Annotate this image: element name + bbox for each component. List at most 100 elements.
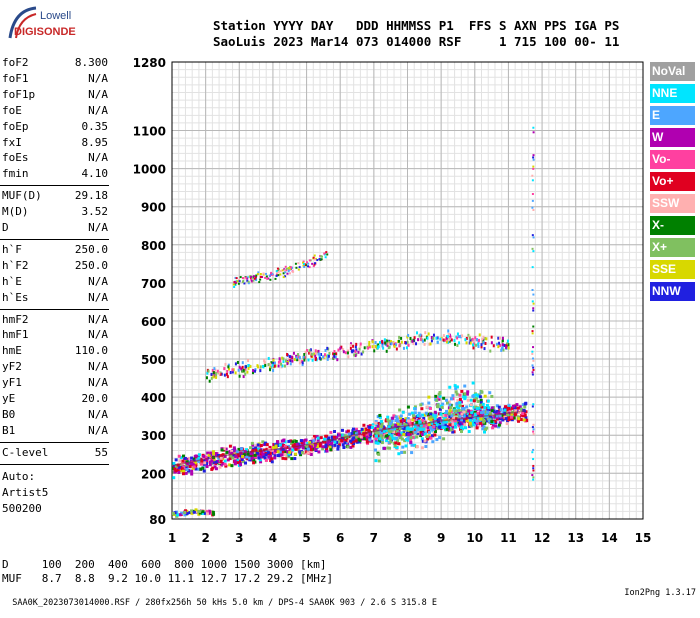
echo-point bbox=[400, 450, 404, 454]
echo-point bbox=[413, 407, 417, 411]
echo-point bbox=[473, 416, 477, 420]
param-row: M(D) 3.52 bbox=[2, 205, 108, 221]
echo-point bbox=[490, 420, 494, 424]
echo-point bbox=[532, 464, 535, 467]
echo-point bbox=[483, 430, 487, 434]
echo-point bbox=[468, 424, 472, 428]
echo-point bbox=[210, 372, 213, 376]
echo-point bbox=[279, 270, 282, 273]
echo-point bbox=[282, 276, 285, 279]
echo-point bbox=[449, 416, 453, 420]
echo-point bbox=[191, 463, 195, 467]
echo-point bbox=[313, 254, 316, 257]
echo-point bbox=[327, 436, 331, 440]
echo-point bbox=[198, 509, 202, 513]
echo-point bbox=[190, 469, 194, 473]
echo-point bbox=[363, 346, 366, 350]
echo-point bbox=[419, 434, 423, 438]
echo-point bbox=[284, 265, 287, 268]
echo-point bbox=[400, 340, 403, 344]
echo-point bbox=[292, 351, 295, 355]
echo-point bbox=[407, 419, 411, 423]
param-value: N/A bbox=[88, 151, 108, 165]
echo-point bbox=[468, 423, 472, 427]
echo-point bbox=[220, 448, 224, 452]
echo-point bbox=[523, 413, 527, 417]
echo-point bbox=[267, 363, 270, 367]
echo-point bbox=[282, 357, 285, 361]
echo-point bbox=[421, 433, 425, 437]
echo-point bbox=[447, 338, 450, 342]
echo-point bbox=[286, 272, 289, 275]
echo-point bbox=[461, 334, 464, 338]
echo-point bbox=[415, 342, 418, 346]
echo-point bbox=[268, 451, 272, 455]
echo-point bbox=[252, 461, 256, 465]
echo-point bbox=[234, 276, 237, 279]
echo-point bbox=[496, 425, 500, 429]
echo-point bbox=[374, 459, 378, 463]
echo-point bbox=[383, 446, 387, 450]
echo-point bbox=[249, 446, 253, 450]
echo-point bbox=[524, 410, 528, 414]
echo-point bbox=[442, 396, 446, 400]
echo-point bbox=[282, 360, 285, 364]
echo-point bbox=[443, 423, 447, 427]
echo-point bbox=[475, 419, 479, 423]
echo-point bbox=[421, 439, 425, 443]
echo-point bbox=[194, 508, 198, 512]
echo-point bbox=[310, 354, 313, 358]
echo-point bbox=[295, 356, 298, 360]
echo-point bbox=[449, 335, 452, 339]
echo-point bbox=[251, 371, 254, 375]
echo-point bbox=[390, 434, 394, 438]
echo-point bbox=[270, 361, 273, 365]
echo-point bbox=[374, 441, 378, 445]
legend-entry-x-: X+ bbox=[650, 238, 695, 257]
echo-point bbox=[422, 416, 426, 420]
echo-point bbox=[297, 262, 300, 265]
echo-point bbox=[371, 425, 375, 429]
echo-point bbox=[400, 431, 404, 435]
echo-point bbox=[378, 437, 382, 441]
echo-point bbox=[245, 276, 248, 279]
y-tick-label: 80 bbox=[149, 513, 166, 527]
echo-point bbox=[261, 440, 265, 444]
echo-point bbox=[399, 419, 403, 423]
echo-point bbox=[481, 410, 485, 414]
echo-point bbox=[449, 428, 453, 432]
param-value: N/A bbox=[88, 407, 108, 421]
echo-point bbox=[397, 452, 401, 456]
param-name: B0 bbox=[2, 407, 16, 421]
echo-point bbox=[277, 270, 280, 273]
echo-point bbox=[223, 454, 227, 458]
echo-point bbox=[472, 423, 476, 427]
echo-point bbox=[238, 461, 242, 465]
muf-distance-row: D 100 200 400 600 800 1000 1500 3000 [km… bbox=[2, 558, 327, 571]
echo-point bbox=[247, 282, 250, 285]
echo-point bbox=[475, 407, 479, 411]
echo-point bbox=[448, 403, 452, 407]
echo-point bbox=[384, 434, 388, 438]
echo-point bbox=[418, 427, 422, 431]
echo-point bbox=[400, 336, 403, 340]
echo-point bbox=[441, 426, 445, 430]
echo-point bbox=[390, 342, 393, 346]
echo-point bbox=[311, 437, 315, 441]
echo-point bbox=[410, 339, 413, 343]
param-value: N/A bbox=[88, 328, 108, 342]
echo-point bbox=[473, 421, 477, 425]
echo-point bbox=[436, 336, 439, 340]
echo-point bbox=[531, 451, 534, 454]
echo-point bbox=[386, 418, 390, 422]
echo-point bbox=[323, 355, 326, 359]
echo-point bbox=[368, 436, 372, 440]
echo-point bbox=[326, 355, 329, 359]
echo-point bbox=[439, 337, 442, 341]
echo-point bbox=[320, 255, 323, 258]
echo-point bbox=[448, 415, 452, 419]
echo-point bbox=[437, 397, 441, 401]
echo-point bbox=[184, 465, 188, 469]
echo-point bbox=[376, 431, 380, 435]
legend-entry-ssw: SSW bbox=[650, 194, 695, 213]
